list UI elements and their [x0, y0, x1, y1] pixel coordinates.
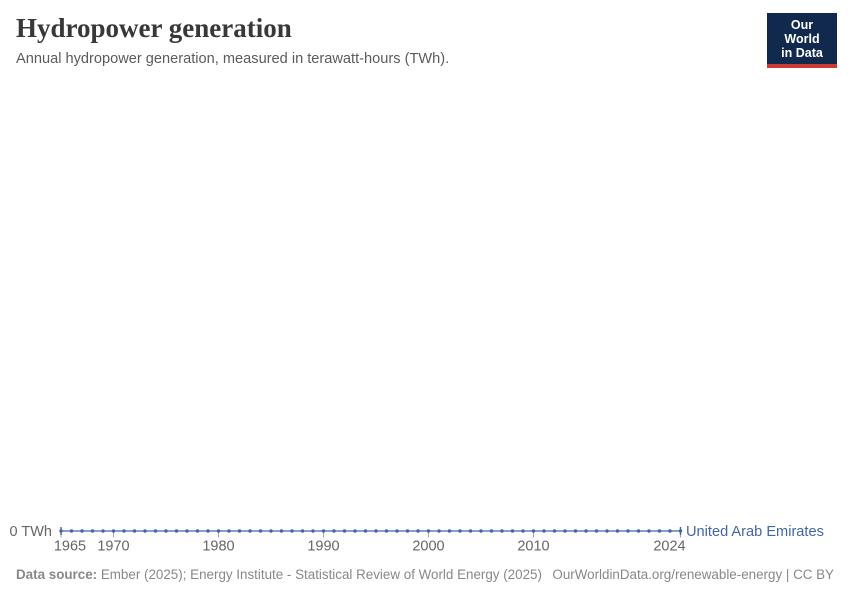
- x-tick-label: 1990: [307, 539, 339, 555]
- data-point: [657, 529, 662, 533]
- data-source-text: Ember (2025); Energy Institute - Statist…: [97, 567, 542, 582]
- data-point: [332, 529, 336, 533]
- data-point: [416, 529, 420, 533]
- owid-logo[interactable]: Our World in Data: [767, 13, 837, 68]
- data-point: [468, 529, 473, 533]
- data-point: [269, 529, 273, 533]
- data-point: [258, 529, 263, 533]
- data-source[interactable]: Data source: Ember (2025); Energy Instit…: [16, 567, 542, 582]
- data-point: [153, 529, 158, 533]
- data-point: [552, 529, 557, 533]
- series-united-arab-emirates[interactable]: [59, 527, 683, 535]
- chart-title: Hydropower generation: [16, 13, 292, 43]
- x-tick-label: 1980: [202, 539, 234, 555]
- data-point: [636, 529, 641, 533]
- data-point: [605, 529, 609, 533]
- data-source-label: Data source:: [16, 567, 98, 582]
- data-point: [90, 529, 95, 533]
- data-point: [300, 529, 305, 533]
- data-point: [668, 529, 672, 533]
- x-tick-label: 1970: [97, 539, 129, 555]
- data-point: [479, 529, 483, 533]
- data-point: [185, 529, 189, 533]
- data-point: [374, 529, 378, 533]
- data-point: [321, 529, 326, 533]
- data-point: [437, 529, 441, 533]
- data-point: [521, 529, 525, 533]
- data-point: [531, 529, 536, 533]
- data-point: [384, 529, 389, 533]
- data-point: [647, 529, 651, 533]
- data-point: [405, 529, 410, 533]
- data-point: [206, 529, 210, 533]
- data-point: [395, 529, 399, 533]
- data-point: [122, 529, 126, 533]
- data-point: [678, 529, 683, 533]
- data-point: [111, 529, 116, 533]
- owid-logo-line1: Our World: [784, 18, 820, 46]
- x-tick-label: 2010: [517, 539, 549, 555]
- data-point: [164, 529, 168, 533]
- x-tick-label: 2024: [653, 539, 685, 555]
- data-point: [248, 529, 252, 533]
- data-point: [195, 529, 200, 533]
- x-tick-label: 1965: [54, 539, 86, 555]
- entity-label[interactable]: United Arab Emirates: [686, 524, 824, 540]
- data-point: [594, 529, 599, 533]
- data-point: [510, 529, 515, 533]
- chart-subtitle: Annual hydropower generation, measured i…: [16, 51, 450, 67]
- data-point: [342, 529, 347, 533]
- data-point: [615, 529, 620, 533]
- x-axis: 1965 1970 1980 1990 2000 2010 2024: [54, 532, 686, 555]
- data-point: [227, 529, 231, 533]
- data-point: [216, 529, 221, 533]
- data-point: [584, 529, 588, 533]
- data-point: [542, 529, 546, 533]
- data-point: [363, 529, 368, 533]
- data-point: [353, 529, 357, 533]
- data-point: [573, 529, 578, 533]
- data-point: [447, 529, 452, 533]
- data-point: [80, 529, 84, 533]
- data-point: [237, 529, 242, 533]
- data-point: [69, 529, 74, 533]
- data-point: [132, 529, 137, 533]
- data-point: [290, 529, 294, 533]
- data-point: [59, 529, 63, 533]
- data-point: [426, 529, 431, 533]
- data-point: [458, 529, 462, 533]
- data-point: [101, 529, 105, 533]
- data-point: [143, 529, 147, 533]
- data-point: [279, 529, 284, 533]
- data-point: [489, 529, 494, 533]
- data-point: [626, 529, 630, 533]
- data-point: [311, 529, 315, 533]
- chart-footer: Data source: Ember (2025); Energy Instit…: [16, 567, 834, 582]
- data-point: [563, 529, 567, 533]
- y-zero-label: 0 TWh: [10, 524, 52, 540]
- owid-url-license-link[interactable]: OurWorldinData.org/renewable-energy | CC…: [552, 567, 834, 582]
- owid-logo-line2: in Data: [781, 46, 823, 60]
- data-point: [174, 529, 179, 533]
- data-point: [500, 529, 504, 533]
- x-tick-label: 2000: [412, 539, 444, 555]
